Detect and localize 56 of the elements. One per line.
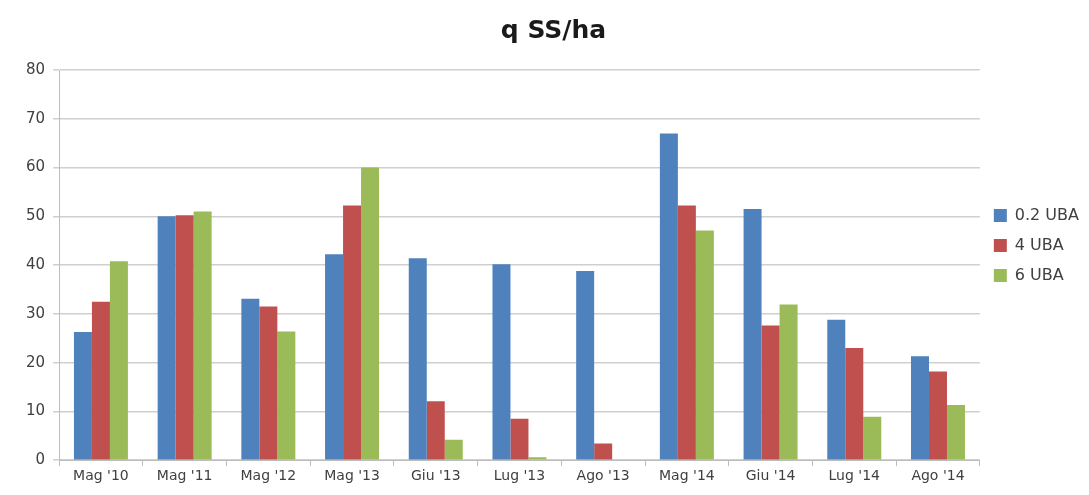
y-tick-label: 40 (25, 254, 46, 273)
bar (157, 216, 176, 460)
bar (91, 301, 110, 460)
x-tick-label: Giu '14 (745, 467, 796, 484)
bar (677, 205, 696, 460)
bar (426, 401, 445, 460)
y-tick-label: 60 (25, 157, 46, 176)
bar (259, 306, 278, 460)
bar (928, 371, 947, 460)
bar (761, 325, 780, 460)
y-tick-label: 80 (25, 59, 46, 78)
bar (241, 298, 260, 460)
bar (408, 258, 427, 460)
bar (779, 304, 798, 460)
x-tick-label: Mag '12 (240, 467, 297, 484)
bar (109, 261, 128, 460)
x-tick-label: Mag '11 (156, 467, 213, 484)
bar (361, 167, 380, 460)
bar (659, 133, 678, 460)
x-tick-label: Ago '14 (911, 467, 965, 484)
x-tick-label: Lug '13 (493, 467, 546, 484)
x-tick-label: Giu '13 (410, 467, 461, 484)
bar (510, 418, 529, 460)
bar (175, 215, 194, 460)
bar (73, 331, 92, 460)
x-tick-label: Lug '14 (828, 467, 881, 484)
bar (743, 209, 762, 460)
bar (528, 457, 547, 460)
chart-title: q SS/ha (500, 14, 607, 44)
bar (946, 405, 965, 460)
y-tick-label: 30 (25, 303, 46, 322)
bar (277, 331, 296, 460)
bar (444, 439, 463, 460)
y-tick-label: 70 (25, 108, 46, 127)
x-tick-label: Mag '10 (73, 467, 129, 484)
y-tick-label: 50 (25, 206, 46, 225)
x-tick-label: Mag '13 (324, 467, 380, 484)
bar (193, 211, 212, 460)
bar (845, 348, 864, 460)
bar (594, 443, 613, 460)
legend-label: 6 UBA (1014, 264, 1064, 284)
bar (325, 254, 344, 460)
y-tick-label: 20 (25, 352, 46, 371)
bar (827, 319, 846, 460)
y-tick-label: 10 (25, 401, 46, 420)
y-tick-label: 0 (35, 450, 46, 469)
x-tick-label: Ago '13 (576, 467, 630, 484)
bar (910, 356, 929, 460)
bar (343, 205, 362, 460)
bar (695, 230, 714, 460)
legend-label: 0.2 UBA (1014, 204, 1080, 224)
bar (863, 416, 882, 460)
legend-label: 4 UBA (1014, 234, 1064, 254)
bar (576, 270, 595, 460)
bar (492, 264, 511, 460)
x-tick-label: Mag '14 (659, 467, 715, 484)
